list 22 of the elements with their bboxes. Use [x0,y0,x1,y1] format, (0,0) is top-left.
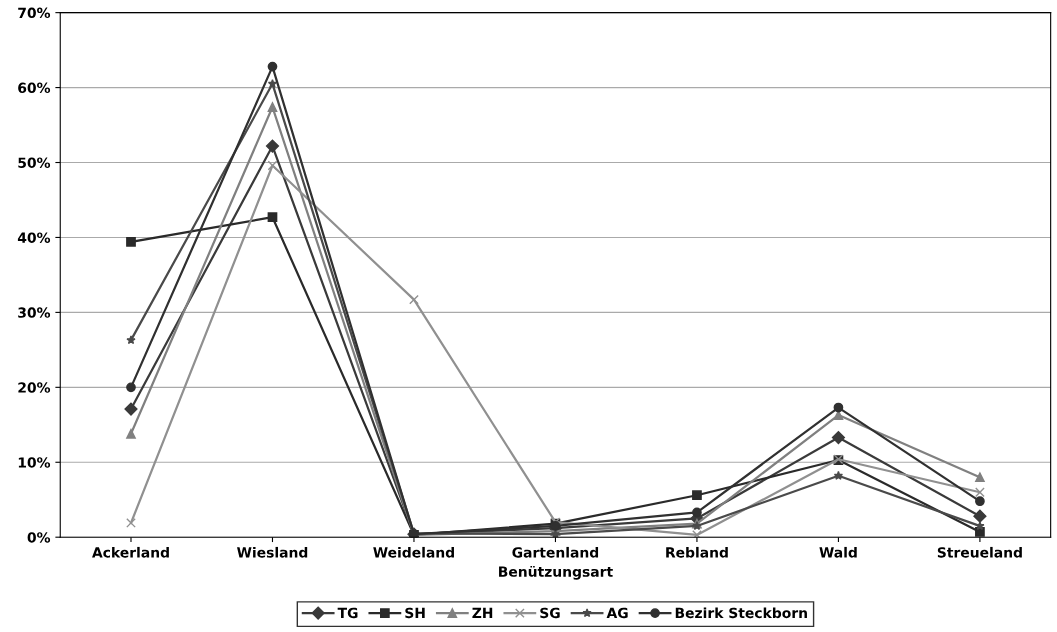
x-tick-label: Wald [819,546,857,558]
x-axis-title: Benützungsart [499,565,613,580]
y-tick-label: 0% [27,532,51,543]
legend-label: AG [606,607,628,619]
legend-label: SH [405,607,425,619]
y-tick-label: 30% [18,307,51,318]
x-tick-label: Wiesland [237,546,308,558]
legend-label: TG [337,607,358,619]
x-tick-label: Ackerland [92,546,169,558]
legend-label: SG [540,607,560,619]
y-tick-label: 40% [17,232,51,243]
y-tick-label: 60% [18,82,51,94]
y-tick-label: 70% [18,7,51,19]
y-tick-label: 10% [18,457,51,468]
x-tick-label: Gartenland [512,546,599,558]
y-tick-label: 50% [18,157,51,168]
legend-label: ZH [472,607,493,618]
y-tick-label: 20% [18,382,51,393]
x-tick-label: Weideland [373,546,454,558]
x-tick-label: Rebland [666,546,728,558]
legend-label: Bezirk Steckborn [675,607,807,619]
x-tick-label: Streueland [937,546,1022,558]
